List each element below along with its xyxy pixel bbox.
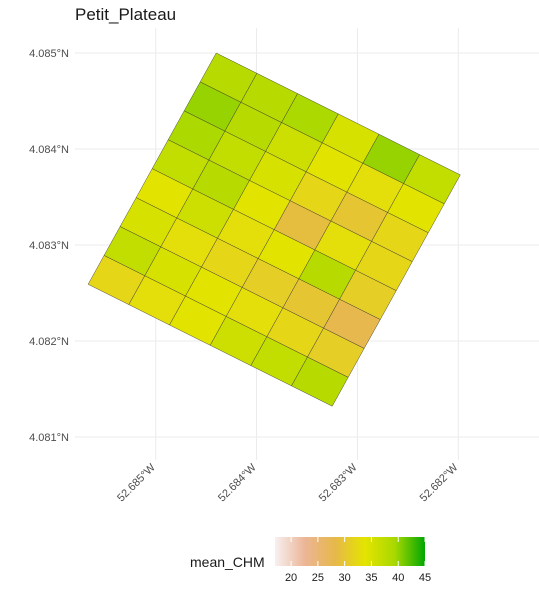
legend-tick-label: 40	[392, 572, 404, 584]
legend-title: mean_CHM	[190, 554, 265, 570]
chart-title: Petit_Plateau	[75, 5, 176, 24]
y-tick-label: 4.081°N	[29, 432, 69, 444]
x-tick-label: 52.684°W	[216, 461, 259, 504]
y-tick-label: 4.082°N	[29, 336, 69, 348]
x-tick-label: 52.685°W	[115, 461, 158, 504]
y-tick-label: 4.084°N	[29, 144, 69, 156]
legend-tick-label: 25	[312, 572, 324, 584]
heatmap-cells	[87, 52, 461, 407]
legend-colorbar	[275, 537, 425, 566]
legend-tick-label: 35	[365, 572, 377, 584]
heatmap-cell	[403, 154, 461, 205]
x-tick-label: 52.682°W	[418, 461, 461, 504]
legend-tick-label: 30	[339, 572, 351, 584]
x-tick-label: 52.683°W	[317, 461, 360, 504]
y-tick-label: 4.085°N	[29, 48, 69, 60]
legend: mean_CHM 20 25 30 35 40 45	[190, 537, 431, 584]
legend-tick-label: 20	[285, 572, 297, 584]
x-axis: 52.685°W 52.684°W 52.683°W 52.682°W	[115, 461, 461, 504]
legend-tick-label: 45	[419, 572, 431, 584]
y-tick-label: 4.083°N	[29, 240, 69, 252]
y-axis: 4.085°N 4.084°N 4.083°N 4.082°N 4.081°N	[29, 48, 69, 444]
